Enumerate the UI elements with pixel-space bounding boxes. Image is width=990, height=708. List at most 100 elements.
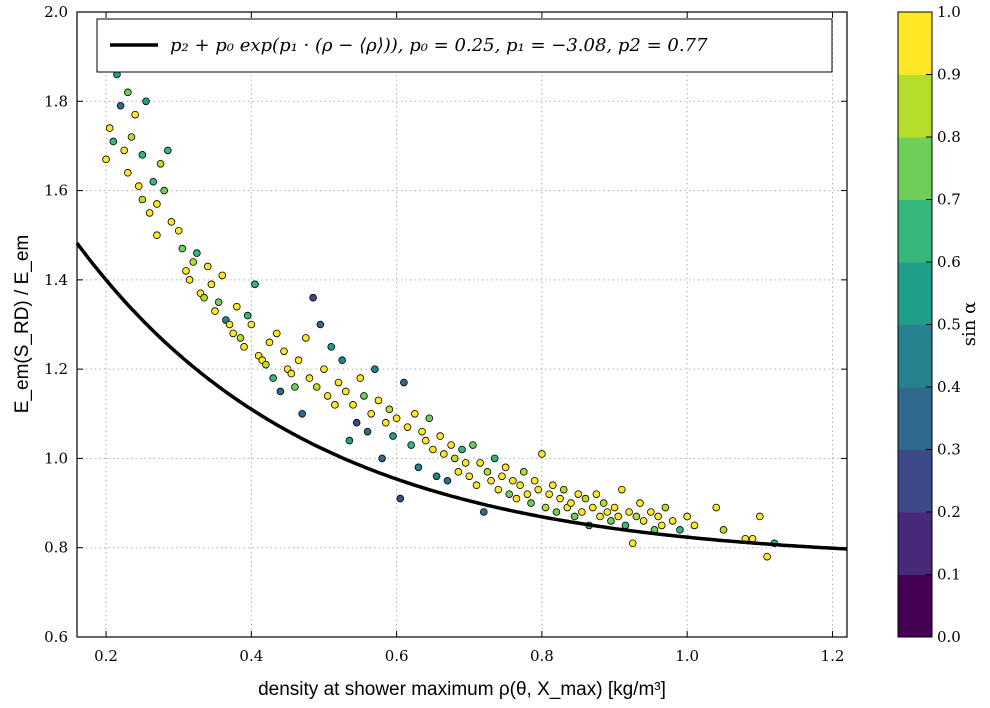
scatter-point	[410, 409, 419, 418]
scatter-point	[124, 168, 132, 177]
x-axis-label: density at shower maximum ρ(θ, X_max) [k…	[258, 679, 666, 700]
scatter-point	[403, 423, 412, 431]
y-tick-label: 1.0	[44, 449, 68, 467]
scatter-point	[479, 508, 488, 516]
scatter-point	[534, 485, 543, 494]
scatter-point	[360, 392, 368, 400]
colorbar-segment	[898, 512, 932, 575]
scatter-point	[490, 454, 499, 463]
fit-curve	[75, 242, 848, 551]
y-axis-ticks: 0.6 0.8 1.0 1.2 1.4 1.6 1.8 2.0	[44, 3, 847, 646]
scatter-point	[763, 552, 771, 561]
scatter-point	[509, 476, 517, 485]
scatter-point	[189, 258, 198, 266]
scatter-point	[225, 320, 234, 329]
scatter-point	[138, 195, 147, 204]
scatter-point	[588, 503, 597, 512]
scatter-point	[378, 454, 386, 463]
scatter-point	[443, 476, 452, 485]
scatter-point	[676, 526, 684, 534]
scatter-point	[647, 508, 655, 516]
scatter-point	[381, 418, 390, 427]
colorbar-segment	[898, 324, 932, 388]
scatter-point	[512, 494, 521, 503]
scatter-point	[447, 441, 455, 449]
colorbar-tick-label: 0.0	[937, 628, 961, 646]
scatter-point	[309, 293, 317, 302]
colorbar-segment	[898, 12, 932, 75]
scatter-point	[341, 387, 350, 396]
scatter-point	[719, 526, 728, 534]
scatter-point	[203, 262, 212, 271]
scatter-point	[538, 450, 546, 458]
scatter-point	[153, 200, 161, 208]
scatter-point	[302, 334, 310, 342]
scatter-point	[243, 311, 252, 320]
scatter-point	[312, 383, 321, 391]
scatter-point	[185, 276, 194, 284]
colorbar-tick-label: 0.4	[937, 378, 961, 396]
x-tick-label: 0.6	[385, 647, 409, 665]
colorbar-segment	[898, 262, 932, 325]
scatter-point	[436, 432, 445, 440]
scatter-point	[102, 155, 110, 164]
scatter-point	[501, 463, 510, 472]
colorbar-ticks: 0.0 0.1 0.2 0.3 0.4 0.5 0.6 0.7 0.8 0.9 1.0	[926, 3, 961, 646]
colorbar-segment	[898, 137, 932, 200]
scatter-point	[450, 454, 459, 463]
scatter-point	[654, 512, 662, 521]
y-tick-label: 1.6	[44, 182, 68, 200]
scatter-point	[414, 463, 423, 472]
scatter-point	[392, 414, 401, 423]
colorbar	[898, 12, 932, 638]
colorbar-tick-label: 0.6	[937, 253, 961, 271]
scatter-point	[247, 320, 256, 329]
colorbar-tick-label: 0.5	[937, 316, 961, 334]
scatter-point	[570, 512, 579, 521]
data-points	[102, 70, 779, 561]
colorbar-label: sin α	[959, 302, 980, 346]
scatter-point	[124, 88, 132, 97]
scatter-point	[476, 459, 484, 467]
scatter-point	[142, 97, 150, 106]
scatter-point	[323, 392, 332, 400]
scatter-point	[690, 521, 699, 530]
scatter-point	[153, 231, 161, 240]
scatter-point	[363, 427, 372, 436]
scatter-point	[596, 512, 604, 521]
scatter-point	[683, 512, 691, 521]
scatter-point	[396, 494, 405, 503]
scatter-point	[145, 209, 154, 217]
scatter-point	[458, 445, 466, 454]
scatter-point	[498, 472, 506, 481]
scatter-point	[207, 280, 216, 289]
y-tick-label: 1.8	[44, 92, 68, 110]
colorbar-segment	[898, 574, 932, 638]
scatter-point	[472, 481, 481, 490]
y-tick-label: 1.4	[44, 271, 68, 289]
scatter-point	[320, 365, 328, 373]
y-tick-label: 2.0	[44, 3, 68, 21]
scatter-point	[440, 450, 448, 458]
x-tick-label: 0.2	[94, 647, 118, 665]
scatter-point	[193, 249, 201, 257]
scatter-point	[331, 401, 339, 409]
scatter-point	[356, 374, 365, 382]
scatter-point	[229, 329, 237, 338]
colorbar-tick-label: 0.3	[937, 441, 961, 459]
scatter-point	[657, 521, 666, 530]
scatter-point	[592, 490, 601, 498]
legend: p₂ + p₀ exp(p₁ · (ρ − ⟨ρ⟩)), p₀ = 0.25, …	[96, 18, 833, 73]
scatter-point	[327, 343, 336, 351]
scatter-point	[432, 472, 441, 481]
scatter-point	[628, 539, 637, 548]
scatter-point	[120, 146, 129, 155]
scatter-point	[178, 244, 187, 253]
plot-frame	[76, 11, 848, 638]
scatter-point	[469, 441, 477, 449]
scatter-point	[552, 508, 561, 516]
scatter-point	[556, 494, 564, 503]
scatter-point	[316, 320, 325, 329]
scatter-point	[349, 401, 357, 409]
